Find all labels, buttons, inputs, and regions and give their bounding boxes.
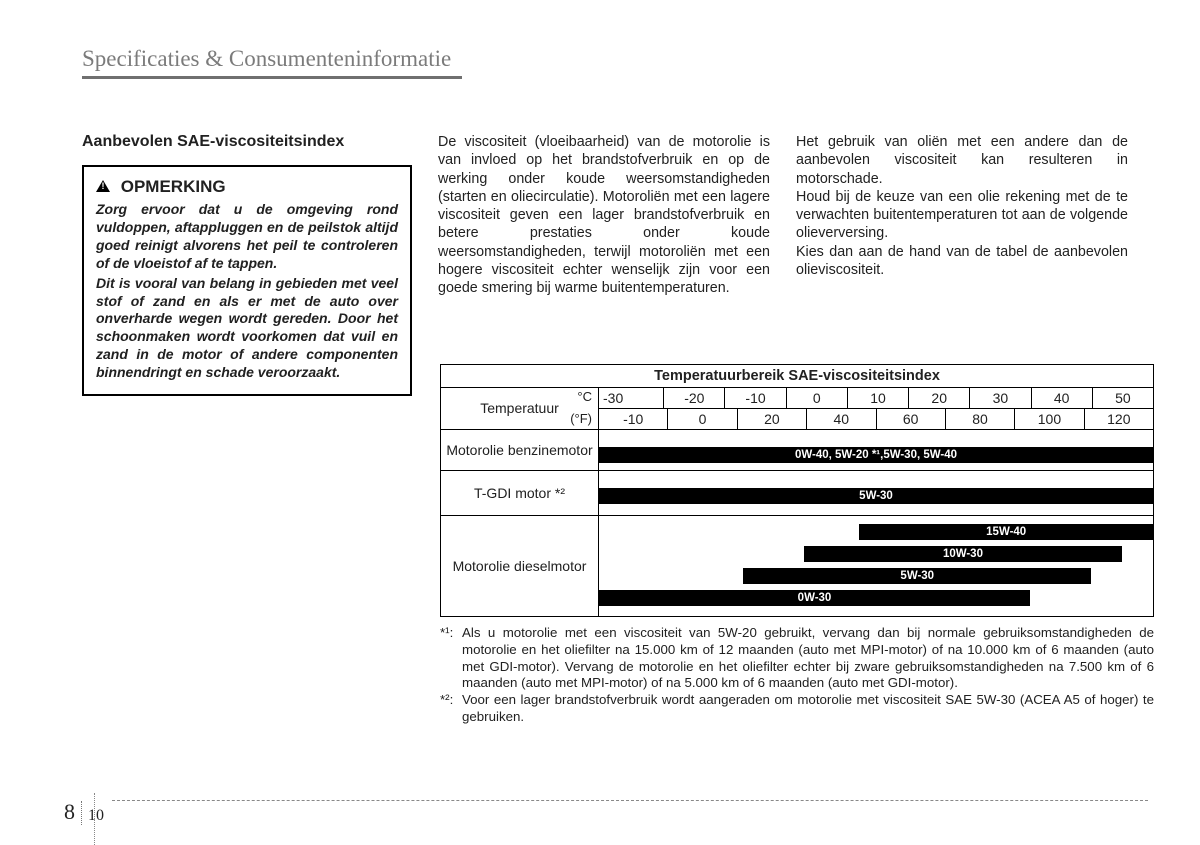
temperature-label: Temperatuur °C (°F) xyxy=(441,388,598,430)
body-paragraph: De viscositeit (vloeibaarheid) van de mo… xyxy=(438,133,770,298)
tick: 20 xyxy=(909,388,970,408)
tick: 40 xyxy=(807,409,876,429)
scale-fahrenheit: -10 0 20 40 60 80 100 120 xyxy=(599,409,1153,430)
footnotes: *¹: Als u motorolie met een viscositeit … xyxy=(440,625,1154,726)
page-number: 8 10 xyxy=(64,795,104,825)
note-heading: OPMERKING xyxy=(96,177,398,197)
right-column: Het gebruik van oliën met een andere dan… xyxy=(796,133,1128,396)
tick: 20 xyxy=(738,409,807,429)
bar-diesel-5w30: 5W-30 xyxy=(743,568,1091,584)
note-paragraph: Zorg ervoor dat u de omgeving rond vuldo… xyxy=(96,201,398,273)
unit-fahrenheit: (°F) xyxy=(570,412,592,427)
chart-title: Temperatuurbereik SAE-viscositeitsindex xyxy=(441,365,1153,388)
section-heading: Aanbevolen SAE-viscositeitsindex xyxy=(82,133,412,151)
columns: Aanbevolen SAE-viscositeitsindex OPMERKI… xyxy=(82,133,1142,396)
header-rule xyxy=(82,76,462,79)
para: Het gebruik van oliën met een andere dan… xyxy=(796,133,1128,188)
note-paragraph: Dit is vooral van belang in gebieden met… xyxy=(96,275,398,382)
row-label-tgdi: T-GDI motor *² xyxy=(441,471,598,516)
band-tgdi: 5W-30 xyxy=(599,471,1153,516)
viscosity-chart: Temperatuurbereik SAE-viscositeitsindex … xyxy=(440,364,1154,617)
tick: 120 xyxy=(1085,409,1153,429)
para: Kies dan aan de hand van de tabel de aan… xyxy=(796,243,1128,280)
para: Houd bij de keuze van een olie rekening … xyxy=(796,188,1128,243)
manual-page: Specificaties & Consumenteninformatie Aa… xyxy=(0,0,1200,406)
tick: 0 xyxy=(787,388,848,408)
footnote-text: Als u motorolie met een viscositeit van … xyxy=(462,625,1154,692)
bar-petrol: 0W-40, 5W-20 *¹,5W-30, 5W-40 xyxy=(599,447,1153,463)
bar-diesel-0w30: 0W-30 xyxy=(599,590,1030,606)
left-column: Aanbevolen SAE-viscositeitsindex OPMERKI… xyxy=(82,133,412,396)
chart-grid: Temperatuur °C (°F) Motorolie benzinemot… xyxy=(441,388,1153,616)
bar-tgdi: 5W-30 xyxy=(599,488,1153,504)
band-diesel: 15W-40 10W-30 5W-30 0W-30 xyxy=(599,516,1153,616)
footnote-text: Voor een lager brandstofverbruik wordt a… xyxy=(462,692,1154,726)
tick: 30 xyxy=(970,388,1031,408)
tick: -20 xyxy=(664,388,725,408)
footnote-1: *¹: Als u motorolie met een viscositeit … xyxy=(440,625,1154,692)
warning-icon xyxy=(96,180,110,192)
page-section-number: 8 xyxy=(64,799,75,825)
page-number-separator xyxy=(81,801,82,825)
bar-diesel-10w30: 10W-30 xyxy=(804,546,1122,562)
footnote-key: *¹: xyxy=(440,625,462,692)
tick: 50 xyxy=(1093,388,1153,408)
viscosity-chart-zone: Temperatuurbereik SAE-viscositeitsindex … xyxy=(440,364,1154,726)
footer-dash-rule xyxy=(112,800,1148,801)
tick: 10 xyxy=(848,388,909,408)
note-body: Zorg ervoor dat u de omgeving rond vuldo… xyxy=(96,201,398,382)
footnote-2: *²: Voor een lager brandstofverbruik wor… xyxy=(440,692,1154,726)
row-label-diesel: Motorolie dieselmotor xyxy=(441,516,598,616)
row-label-petrol: Motorolie benzinemotor xyxy=(441,430,598,471)
tick: 60 xyxy=(877,409,946,429)
footnote-key: *²: xyxy=(440,692,462,726)
tick: 40 xyxy=(1032,388,1093,408)
middle-column: De viscositeit (vloeibaarheid) van de mo… xyxy=(438,133,770,396)
tick: -10 xyxy=(599,409,668,429)
tick: 0 xyxy=(668,409,737,429)
note-box: OPMERKING Zorg ervoor dat u de omgeving … xyxy=(82,165,412,396)
unit-celsius: °C xyxy=(577,390,592,405)
page-folio-number: 10 xyxy=(88,807,104,825)
tick: -10 xyxy=(725,388,786,408)
chart-data: -30 -20 -10 0 10 20 30 40 50 -10 0 20 40… xyxy=(599,388,1153,616)
temp-word: Temperatuur xyxy=(480,400,559,416)
bar-diesel-15w40: 15W-40 xyxy=(859,524,1153,540)
tick: 80 xyxy=(946,409,1015,429)
page-header: Specificaties & Consumenteninformatie xyxy=(82,46,1142,72)
band-petrol: 0W-40, 5W-20 *¹,5W-30, 5W-40 xyxy=(599,430,1153,471)
tick: -30 xyxy=(599,388,664,408)
note-title: OPMERKING xyxy=(121,177,226,196)
body-paragraph: Het gebruik van oliën met een andere dan… xyxy=(796,133,1128,279)
tick: 100 xyxy=(1015,409,1084,429)
rowlabel-column: Temperatuur °C (°F) Motorolie benzinemot… xyxy=(441,388,599,616)
scale-celsius: -30 -20 -10 0 10 20 30 40 50 xyxy=(599,388,1153,409)
